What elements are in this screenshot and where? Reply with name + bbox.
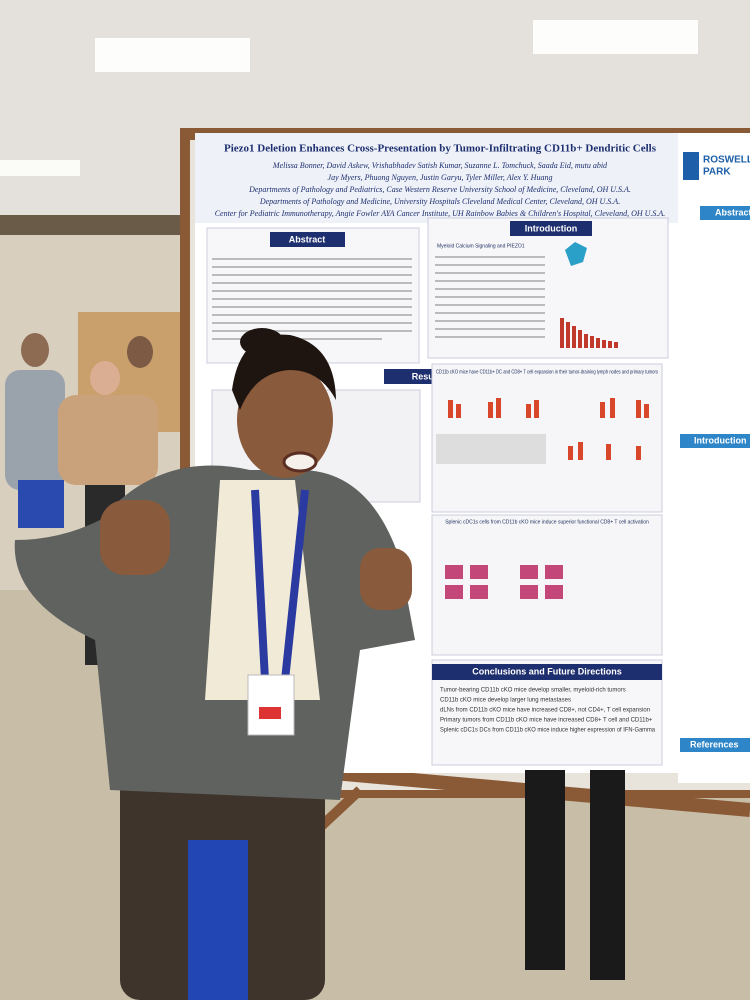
section-heading: Introduction bbox=[694, 435, 747, 445]
bystander-head bbox=[90, 361, 120, 395]
section-head-bg bbox=[700, 206, 750, 220]
poster-affiliation: Center for Pediatric Immunotherapy, Angi… bbox=[215, 209, 666, 218]
poster-affiliation: Departments of Pathology and Pediatrics,… bbox=[248, 185, 631, 194]
section-head-bg bbox=[510, 221, 592, 236]
ceiling-light bbox=[0, 160, 80, 176]
institution-name: ROSWELL bbox=[703, 155, 750, 166]
adjacent-poster bbox=[678, 133, 750, 783]
section-head-bg bbox=[680, 738, 750, 752]
poster-title: Piezo1 Deletion Enhances Cross-Presentat… bbox=[224, 143, 657, 155]
conclusion-point: Tumor-bearing CD11b cKO mice develop sma… bbox=[440, 688, 626, 694]
intro-text-lines bbox=[435, 256, 545, 338]
wall-trim bbox=[0, 215, 180, 235]
figure-title: Splenic cDC1s cells from CD11b cKO mice … bbox=[445, 519, 649, 525]
abstract-text-lines bbox=[212, 258, 412, 340]
logo bbox=[683, 152, 699, 180]
abstract-panel bbox=[206, 227, 420, 364]
ceiling-light bbox=[95, 38, 250, 72]
bystander bbox=[5, 370, 65, 490]
intro-bar-figure bbox=[560, 318, 618, 348]
poster-header bbox=[195, 133, 683, 223]
institution-name: PARK bbox=[703, 167, 731, 178]
section-heading: Introduction bbox=[525, 223, 578, 233]
presenter bbox=[14, 328, 415, 1000]
section-head-bg bbox=[270, 232, 345, 247]
section-head-bg bbox=[432, 664, 662, 680]
ceiling-light bbox=[533, 20, 698, 54]
tote-bag bbox=[18, 480, 64, 528]
conclusion-point: CD11b cKO mice develop larger lung metas… bbox=[440, 698, 571, 704]
section-heading: References bbox=[690, 739, 739, 749]
other-visitor-legs bbox=[525, 770, 625, 980]
bystander bbox=[58, 395, 158, 485]
bystander-head bbox=[21, 333, 49, 367]
results-bars bbox=[448, 398, 649, 460]
subheading: Myeloid Calcium Signaling and PIEZO1 bbox=[437, 243, 525, 249]
conclusion-point: Splenic cDC1s DCs from CD11b cKO mice in… bbox=[440, 728, 656, 734]
section-heading: Conclusions and Future Directions bbox=[472, 666, 622, 676]
poster-affiliation: Departments of Pathology and Medicine, U… bbox=[259, 197, 620, 206]
conclusion-point: dLNs from CD11b cKO mice have increased … bbox=[440, 708, 650, 714]
flow-plots bbox=[445, 565, 563, 599]
bystander-head bbox=[127, 336, 153, 368]
section-heading: Abstract bbox=[715, 207, 750, 217]
poster-authors: Melissa Bonner, David Askew, Vrishabhade… bbox=[272, 161, 608, 170]
protein-figure bbox=[565, 242, 587, 266]
figure-title: CD11b cKO mice have CD11b+ DC and CD8+ T… bbox=[436, 369, 658, 375]
poster-authors: Jay Myers, Phuong Nguyen, Justin Garyu, … bbox=[328, 173, 553, 182]
section-head-bg bbox=[680, 434, 750, 448]
conclusion-point: Primary tumors from CD11b cKO mice have … bbox=[440, 718, 653, 724]
section-heading: Abstract bbox=[289, 234, 326, 244]
histology-images bbox=[436, 434, 546, 464]
section-heading: Results bbox=[412, 371, 445, 381]
